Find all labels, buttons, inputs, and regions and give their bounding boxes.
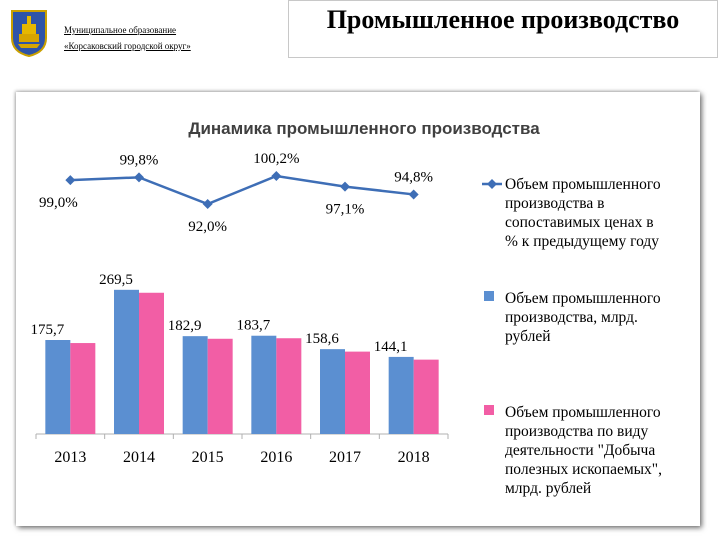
bar-volume <box>388 356 414 434</box>
org-line-1: Муниципальное образование <box>64 25 177 35</box>
line-point-marker <box>134 172 144 183</box>
x-tick-label: 2014 <box>123 449 155 466</box>
line-data-label: 99,0% <box>39 195 78 211</box>
x-tick-label: 2016 <box>260 449 292 466</box>
legend-text-line: производства, млрд. <box>505 309 638 326</box>
legend-text-line: Объем промышленного <box>505 176 661 193</box>
line-point-marker <box>408 189 419 200</box>
legend-text-line: Объем промышленного <box>505 290 661 307</box>
line-percent-series <box>70 174 414 206</box>
bar-mining <box>413 359 439 434</box>
line-point-marker <box>340 181 350 192</box>
legend-text-line: млрд. рублей <box>505 480 591 497</box>
line-data-label: 99,8% <box>120 152 159 168</box>
line-data-label: 92,0% <box>188 219 227 235</box>
chart-card: Динамика промышленного производства 2013… <box>16 92 700 526</box>
bar-data-label: 183,7 <box>236 318 270 334</box>
page-title-box: Промышленное производство <box>288 0 718 58</box>
x-tick-label: 2018 <box>398 449 430 466</box>
legend-text-line: рублей <box>505 328 551 345</box>
legend-text-line: производства в <box>505 195 604 212</box>
line-point-marker <box>202 199 213 209</box>
bar-data-label: 175,7 <box>30 322 64 338</box>
x-tick-label: 2013 <box>54 449 86 466</box>
bar-data-label: 144,1 <box>374 339 408 355</box>
line-point-marker <box>271 171 282 181</box>
line-point-marker <box>65 175 76 186</box>
bar-volume <box>251 335 277 434</box>
bar-mining <box>345 351 370 434</box>
line-data-label: 94,8% <box>394 169 433 185</box>
chart-svg: Динамика промышленного производства 2013… <box>30 119 662 497</box>
bar-volume <box>182 336 208 434</box>
bar-mining <box>139 292 164 434</box>
legend-text-line: % к предыдущему году <box>505 233 659 250</box>
bar-volume <box>320 349 345 434</box>
legend-bar-swatch <box>484 405 494 415</box>
bar-data-label: 269,5 <box>99 272 133 288</box>
bar-data-label: 182,9 <box>168 318 202 334</box>
chart-title: Динамика промышленного производства <box>188 119 540 138</box>
bar-mining <box>70 343 96 434</box>
line-data-label: 97,1% <box>326 202 365 218</box>
bar-mining <box>276 338 302 434</box>
x-tick-label: 2015 <box>192 449 224 466</box>
legend-text-line: производства по виду <box>505 423 649 440</box>
legend-bar-swatch <box>484 291 494 301</box>
page-title: Промышленное производство <box>326 5 680 34</box>
x-tick-label: 2017 <box>329 449 361 466</box>
legend-text-line: полезных ископаемых", <box>505 461 662 478</box>
legend-marker-swatch <box>487 179 497 189</box>
coat-of-arms-icon <box>9 8 49 58</box>
legend-text-line: сопоставимых ценах в <box>505 214 654 231</box>
bar-volume <box>114 289 139 434</box>
bar-mining <box>207 338 233 434</box>
legend-text-line: Объем промышленного <box>505 404 661 421</box>
bar-data-label: 158,6 <box>305 331 339 347</box>
bar-volume <box>45 340 71 434</box>
organization-name: Муниципальное образование «Корсаковский … <box>64 22 191 54</box>
org-line-2: «Корсаковский городской округ» <box>64 41 191 51</box>
line-data-label: 100,2% <box>253 151 299 167</box>
legend-text-line: деятельности "Добыча <box>505 442 655 459</box>
